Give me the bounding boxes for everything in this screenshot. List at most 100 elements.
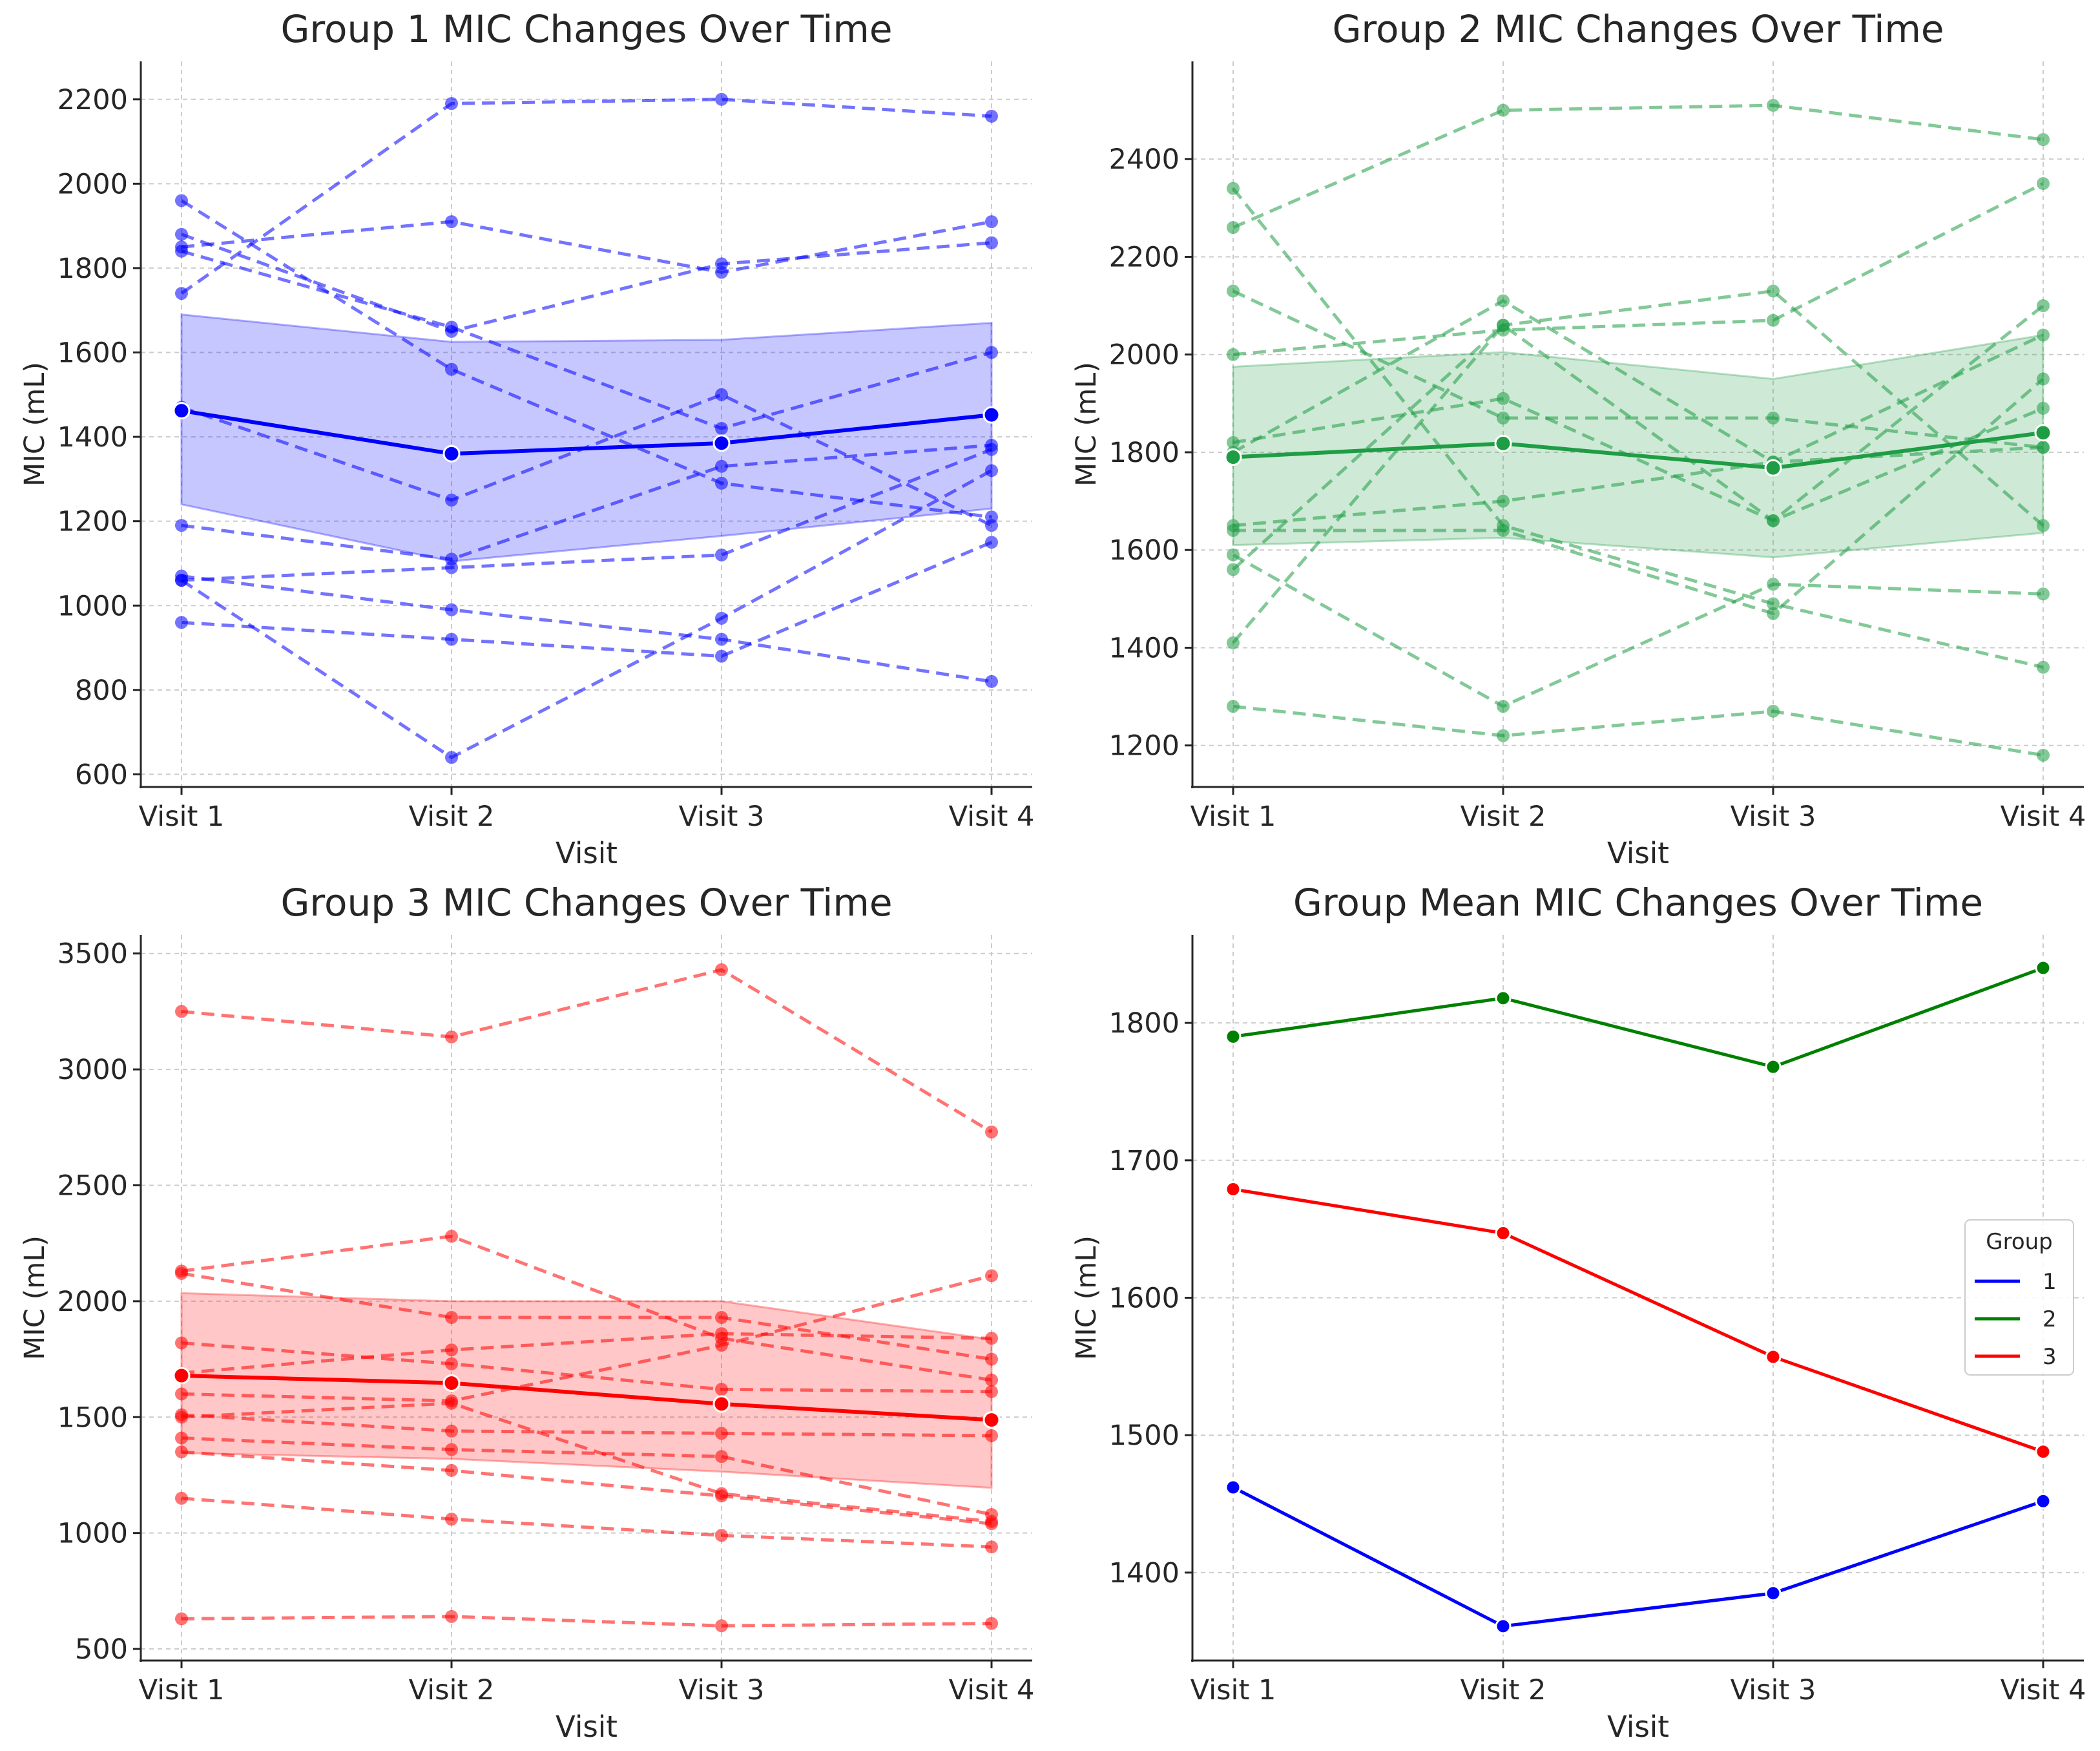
subject-point <box>1497 319 1510 332</box>
group-point <box>1225 1180 1242 1197</box>
subject-series-10 <box>175 1445 998 1531</box>
subject-point <box>1767 704 1780 718</box>
chart-title: Group Mean MIC Changes Over Time <box>1293 881 1983 925</box>
mean-series <box>172 402 1001 463</box>
subject-point <box>1767 607 1780 620</box>
mean-point <box>1224 448 1242 467</box>
subject-series-2 <box>1227 99 2050 235</box>
subject-point <box>175 1445 188 1459</box>
subject-point <box>175 1431 188 1445</box>
group-point <box>2035 1493 2052 1509</box>
x-tick-label: Visit 3 <box>1731 801 1816 833</box>
x-tick-label: Visit 4 <box>949 801 1035 833</box>
subject-point <box>985 1617 998 1630</box>
subject-line <box>181 220 992 274</box>
subject-point <box>445 633 458 646</box>
mean-line <box>181 1374 992 1422</box>
y-tick-label: 1000 <box>57 1518 128 1550</box>
subject-line <box>180 98 992 295</box>
subject-line <box>181 443 992 561</box>
subject-point <box>1497 494 1510 508</box>
subject-point <box>445 494 458 507</box>
subject-line <box>1232 182 2044 357</box>
x-tick-label: Visit 4 <box>949 1674 1035 1706</box>
chart-panel-4: 1400 1500 1600 1700 1800 Visit 1 Visit 2 Visit … <box>1070 881 2086 1744</box>
subject-point <box>985 1385 998 1398</box>
y-tick-label: 1500 <box>57 1401 128 1434</box>
subject-point <box>985 1507 998 1521</box>
y-tick-label: 2500 <box>57 1169 128 1202</box>
subject-point <box>1497 523 1510 537</box>
legend-label: 1 <box>2043 1269 2057 1295</box>
subject-line <box>181 233 992 333</box>
x-axis-label: Visit <box>1607 836 1669 870</box>
subject-point <box>985 675 998 688</box>
subject-series-11 <box>1227 319 2050 649</box>
y-tick-label: 2200 <box>1109 241 1180 273</box>
legend-title: Group <box>1986 1229 2053 1255</box>
group-series-3 <box>1225 1180 2052 1460</box>
subject-point <box>1767 597 1780 611</box>
subject-point <box>445 603 458 616</box>
subject-point <box>2037 441 2050 454</box>
y-tick-label: 1600 <box>1109 1283 1180 1315</box>
subject-point <box>985 536 998 549</box>
subject-point <box>2037 519 2050 532</box>
y-tick-label: 1000 <box>57 590 128 622</box>
subject-point <box>175 574 188 587</box>
subject-line <box>1233 377 2044 616</box>
subject-point <box>2037 177 2050 191</box>
subject-point <box>2037 660 2050 674</box>
subject-point <box>445 1424 458 1438</box>
subject-point <box>175 1491 188 1505</box>
y-tick-label: 1200 <box>1109 730 1180 762</box>
subject-series-7 <box>175 439 998 566</box>
subject-point <box>715 266 728 279</box>
mean-point <box>442 1374 461 1392</box>
group-line <box>1232 1188 2044 1454</box>
subject-series-12 <box>175 1609 998 1633</box>
subject-line <box>1232 322 2044 644</box>
subject-point <box>985 1352 998 1366</box>
subject-point <box>445 1513 458 1526</box>
mean-point <box>2034 424 2052 442</box>
subject-point <box>1767 412 1780 425</box>
subject-point <box>715 1619 728 1633</box>
subject-series-3 <box>175 215 998 279</box>
subject-line <box>181 968 993 1134</box>
mean-point <box>712 434 731 452</box>
subject-line <box>1232 304 2044 523</box>
subject-line <box>180 469 993 760</box>
subject-point <box>445 1609 458 1623</box>
subject-series-11 <box>175 1491 998 1554</box>
group-point <box>1495 1618 1512 1635</box>
subject-point <box>175 519 188 532</box>
subject-line <box>181 448 992 582</box>
subject-point <box>715 1339 728 1352</box>
y-tick-label: 800 <box>75 675 128 707</box>
subject-point <box>715 388 728 401</box>
subject-line <box>181 1496 992 1549</box>
mean-point <box>1494 434 1512 452</box>
subject-point <box>175 1266 188 1280</box>
y-tick-label: 2000 <box>57 168 128 200</box>
legend: Group 1 2 3 <box>1964 1219 2074 1376</box>
subject-line <box>1232 289 2044 571</box>
mean-series <box>172 1367 1001 1429</box>
subject-series-1 <box>175 963 998 1138</box>
subject-point <box>985 236 998 249</box>
subject-series-3 <box>175 1266 998 1366</box>
mean-series <box>1224 424 2052 477</box>
group-line <box>1232 966 2044 1069</box>
x-axis-label: Visit <box>1607 1710 1669 1744</box>
subject-line <box>181 574 992 684</box>
group-line <box>1232 1485 2044 1628</box>
legend-label: 2 <box>2043 1306 2057 1332</box>
chart-title: Group 2 MIC Changes Over Time <box>1332 7 1944 51</box>
chart-title: Group 3 MIC Changes Over Time <box>280 881 892 925</box>
x-tick-label: Visit 2 <box>409 1674 495 1706</box>
subject-point <box>1227 182 1240 195</box>
subject-point <box>1497 392 1510 405</box>
subject-point <box>2037 299 2050 313</box>
